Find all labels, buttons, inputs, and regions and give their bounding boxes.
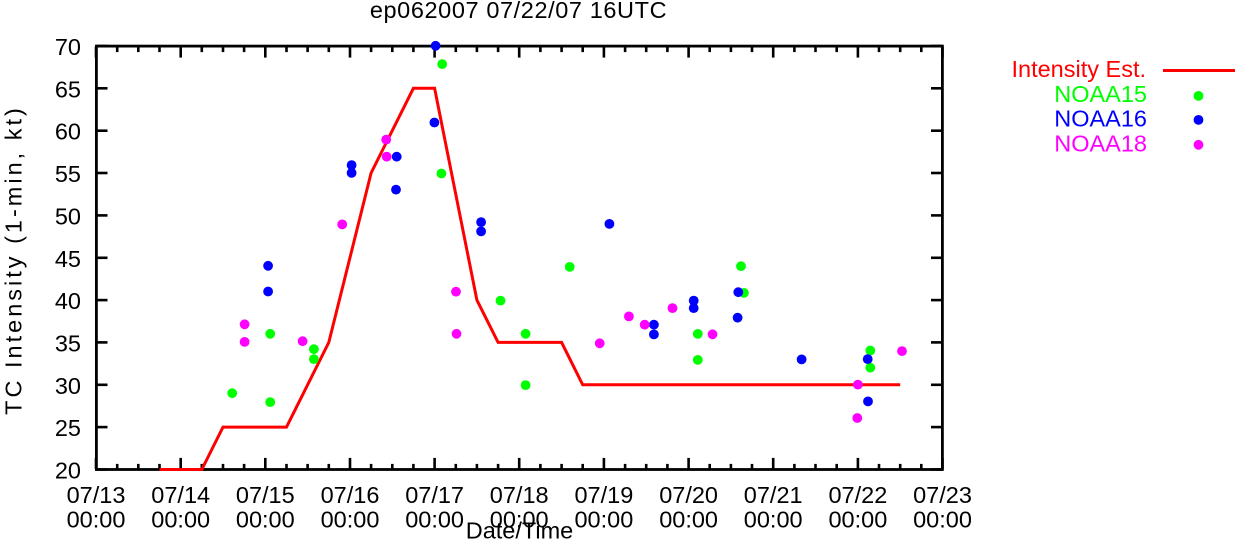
- svg-text:00:00: 00:00: [321, 507, 380, 533]
- svg-text:07/19: 07/19: [574, 482, 633, 508]
- svg-text:07/21: 07/21: [744, 482, 803, 508]
- svg-text:45: 45: [55, 246, 81, 272]
- svg-text:07/16: 07/16: [321, 482, 380, 508]
- svg-text:65: 65: [55, 76, 81, 102]
- svg-text:07/22: 07/22: [828, 482, 887, 508]
- svg-text:00:00: 00:00: [236, 507, 295, 533]
- svg-text:20: 20: [55, 458, 81, 484]
- svg-text:00:00: 00:00: [574, 507, 633, 533]
- svg-text:07/17: 07/17: [405, 482, 464, 508]
- svg-text:00:00: 00:00: [828, 507, 887, 533]
- svg-text:ep062007 07/22/07 16UTC: ep062007 07/22/07 16UTC: [370, 0, 667, 23]
- svg-text:NOAA15: NOAA15: [1054, 81, 1147, 107]
- svg-text:00:00: 00:00: [490, 507, 549, 533]
- svg-text:00:00: 00:00: [151, 507, 210, 533]
- svg-text:50: 50: [55, 203, 81, 229]
- svg-text:00:00: 00:00: [913, 507, 972, 533]
- svg-text:00:00: 00:00: [659, 507, 718, 533]
- svg-text:Intensity Est.: Intensity Est.: [1011, 56, 1146, 82]
- svg-text:07/13: 07/13: [67, 482, 126, 508]
- svg-text:30: 30: [55, 373, 81, 399]
- svg-text:00:00: 00:00: [67, 507, 126, 533]
- svg-text:00:00: 00:00: [405, 507, 464, 533]
- svg-text:NOAA16: NOAA16: [1054, 106, 1147, 132]
- svg-text:60: 60: [55, 119, 81, 145]
- svg-text:07/18: 07/18: [490, 482, 549, 508]
- svg-text:35: 35: [55, 330, 81, 356]
- svg-text:55: 55: [55, 161, 81, 187]
- svg-text:07/23: 07/23: [913, 482, 972, 508]
- svg-text:70: 70: [55, 34, 81, 60]
- svg-text:40: 40: [55, 288, 81, 314]
- svg-text:Date/Time: Date/Time: [466, 518, 574, 540]
- svg-text:25: 25: [55, 415, 81, 441]
- svg-text:NOAA18: NOAA18: [1054, 130, 1147, 156]
- svg-text:00:00: 00:00: [744, 507, 803, 533]
- svg-text:TC Intensity (1-min, kt): TC Intensity (1-min, kt): [1, 105, 27, 415]
- svg-text:07/14: 07/14: [151, 482, 210, 508]
- svg-text:07/15: 07/15: [236, 482, 295, 508]
- svg-text:07/20: 07/20: [659, 482, 718, 508]
